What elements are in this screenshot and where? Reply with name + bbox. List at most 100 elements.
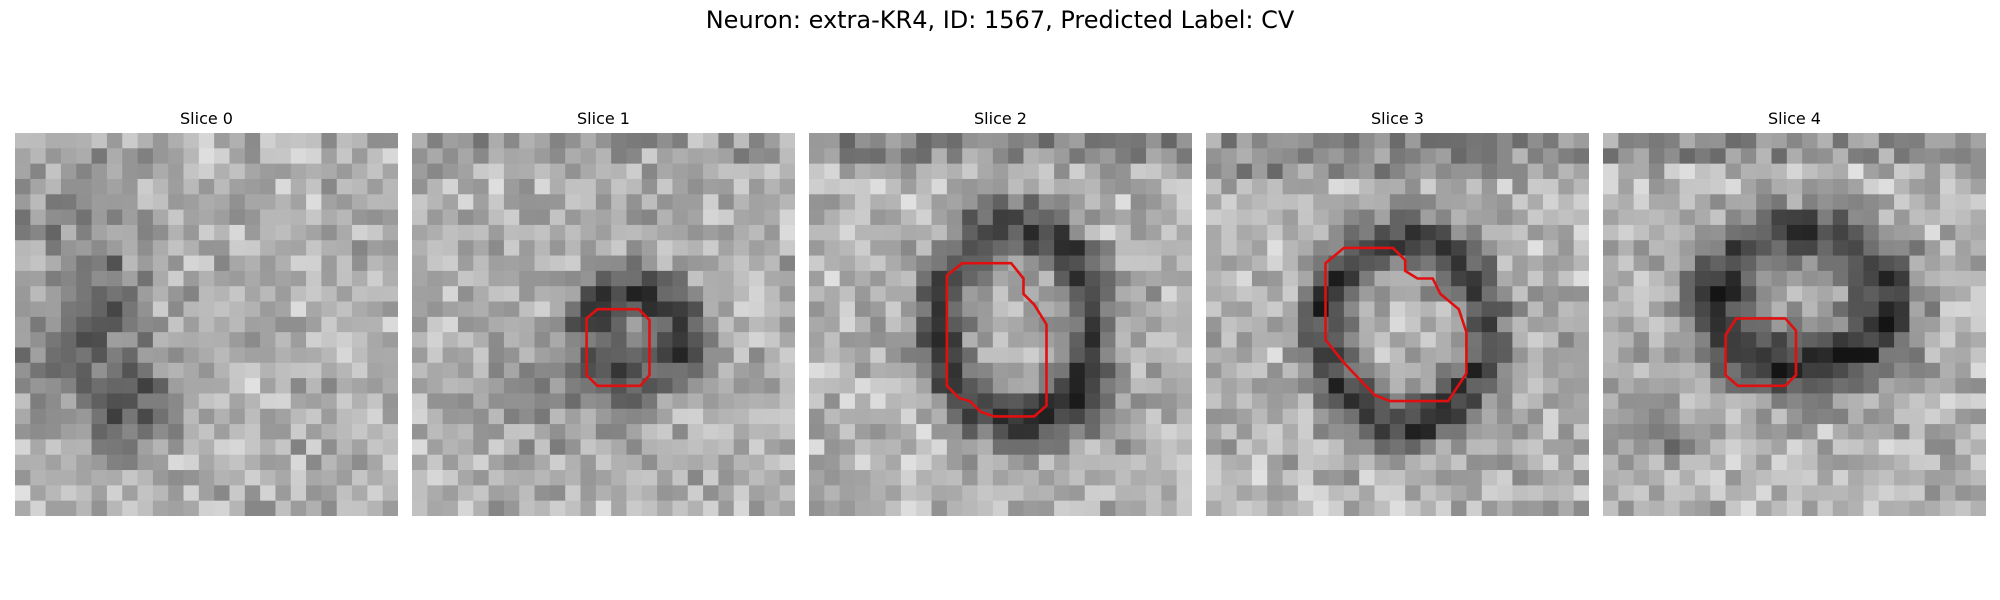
image-pixel xyxy=(1389,240,1406,257)
image-pixel xyxy=(1558,301,1575,318)
image-pixel xyxy=(900,439,917,456)
image-pixel xyxy=(1481,332,1498,349)
image-pixel xyxy=(1466,163,1483,180)
image-pixel xyxy=(1924,393,1941,410)
image-pixel xyxy=(1435,500,1452,516)
image-pixel xyxy=(60,470,77,486)
image-pixel xyxy=(1420,133,1437,149)
image-pixel xyxy=(611,148,628,165)
image-pixel xyxy=(352,424,368,440)
image-pixel xyxy=(1802,209,1819,226)
image-pixel xyxy=(442,316,459,333)
image-pixel xyxy=(1802,133,1819,149)
image-pixel xyxy=(718,485,735,502)
image-pixel xyxy=(76,270,93,287)
image-pixel xyxy=(1771,301,1788,318)
image-pixel xyxy=(60,454,77,471)
image-pixel xyxy=(1100,424,1116,440)
image-pixel xyxy=(352,316,368,333)
image-pixel xyxy=(1710,194,1727,211)
image-pixel xyxy=(1543,133,1559,149)
image-pixel xyxy=(503,454,520,471)
image-pixel xyxy=(290,424,307,440)
image-pixel xyxy=(1282,454,1299,471)
image-pixel xyxy=(1054,347,1071,364)
image-pixel xyxy=(1251,209,1268,226)
image-pixel xyxy=(152,393,169,410)
image-pixel xyxy=(1848,470,1865,486)
image-pixel xyxy=(152,362,169,379)
image-pixel xyxy=(321,163,338,180)
image-pixel xyxy=(1955,362,1972,379)
image-pixel xyxy=(488,500,505,516)
image-pixel xyxy=(1970,270,1986,287)
image-pixel xyxy=(306,286,322,303)
image-pixel xyxy=(1282,485,1299,502)
image-pixel xyxy=(1282,301,1299,318)
image-pixel xyxy=(1069,240,1086,257)
image-pixel xyxy=(382,163,398,180)
image-pixel xyxy=(657,500,674,516)
image-pixel xyxy=(183,362,200,379)
image-pixel xyxy=(1236,270,1253,287)
image-pixel xyxy=(1374,332,1391,349)
image-pixel xyxy=(764,408,781,425)
image-pixel xyxy=(1420,178,1437,195)
image-pixel xyxy=(442,224,459,241)
image-pixel xyxy=(321,378,338,395)
image-pixel xyxy=(749,133,765,149)
image-pixel xyxy=(1909,316,1926,333)
image-pixel xyxy=(946,224,963,241)
image-pixel xyxy=(1970,408,1986,425)
image-pixel xyxy=(870,424,887,440)
image-pixel xyxy=(1405,439,1422,456)
image-pixel xyxy=(244,286,261,303)
image-pixel xyxy=(260,332,277,349)
image-pixel xyxy=(1527,424,1544,440)
image-pixel xyxy=(1313,485,1330,502)
image-pixel xyxy=(244,194,261,211)
image-pixel xyxy=(1848,224,1865,241)
image-pixel xyxy=(977,454,994,471)
image-pixel xyxy=(1389,148,1406,165)
image-pixel xyxy=(764,347,781,364)
image-pixel xyxy=(1023,148,1040,165)
image-pixel xyxy=(1832,470,1849,486)
image-pixel xyxy=(779,178,795,195)
slice-panel-2: Slice 2 xyxy=(809,108,1192,516)
image-pixel xyxy=(703,163,719,180)
image-pixel xyxy=(1618,240,1635,257)
image-pixel xyxy=(1100,500,1116,516)
image-pixel xyxy=(703,240,719,257)
image-pixel xyxy=(1343,454,1360,471)
image-pixel xyxy=(183,301,200,318)
image-pixel xyxy=(1573,362,1589,379)
image-pixel xyxy=(1420,424,1437,440)
segmentation-contour xyxy=(1324,246,1468,403)
image-pixel xyxy=(1343,485,1360,502)
image-pixel xyxy=(1543,347,1559,364)
image-pixel xyxy=(977,148,994,165)
image-pixel xyxy=(1069,393,1086,410)
image-pixel xyxy=(992,454,1009,471)
image-pixel xyxy=(198,301,215,318)
image-pixel xyxy=(1389,163,1406,180)
image-pixel xyxy=(382,378,398,395)
image-pixel xyxy=(1710,163,1727,180)
image-pixel xyxy=(687,163,704,180)
image-pixel xyxy=(1955,240,1972,257)
image-pixel xyxy=(1648,424,1665,440)
image-pixel xyxy=(839,424,856,440)
image-pixel xyxy=(687,270,704,287)
image-pixel xyxy=(1176,439,1192,456)
image-pixel xyxy=(137,454,154,471)
image-pixel xyxy=(519,454,536,471)
image-pixel xyxy=(549,224,566,241)
image-pixel xyxy=(626,362,643,379)
image-pixel xyxy=(1648,316,1665,333)
image-pixel xyxy=(626,224,643,241)
image-pixel xyxy=(1832,178,1849,195)
image-pixel xyxy=(749,163,765,180)
image-pixel xyxy=(1603,133,1619,149)
image-pixel xyxy=(1955,378,1972,395)
